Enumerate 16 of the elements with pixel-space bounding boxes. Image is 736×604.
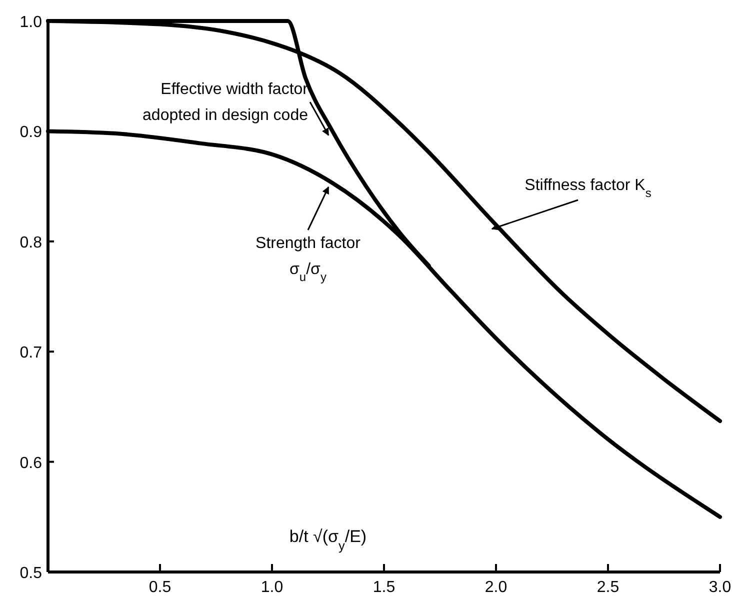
- x-tick-label: 1.0: [260, 579, 284, 596]
- y-tick-label: 0.8: [20, 234, 42, 252]
- y-tick-label: 0.5: [20, 565, 42, 582]
- series-label: Effective width factor adopted in design code: [142, 81, 309, 124]
- y-tick-label: 0.6: [20, 454, 42, 472]
- x-axis-title: b/t √(σ$_{y}$/E): [289, 527, 367, 552]
- y-tick-label: 1.0: [20, 14, 42, 31]
- x-tick-label: 0.5: [148, 579, 172, 596]
- x-tick-label: 2.5: [596, 579, 620, 596]
- y-tick-label: 0.9: [20, 124, 42, 142]
- y-tick-label: 0.7: [20, 344, 42, 362]
- x-tick-label: 1.5: [372, 579, 396, 596]
- x-tick-label: 3.0: [708, 579, 732, 596]
- series-label: Strength factor σ$_{u}$/σ$_{y}$: [256, 235, 362, 284]
- text: Stiffness factor K$_{s}$: [524, 177, 652, 200]
- x-tick-label: 2.0: [484, 579, 508, 596]
